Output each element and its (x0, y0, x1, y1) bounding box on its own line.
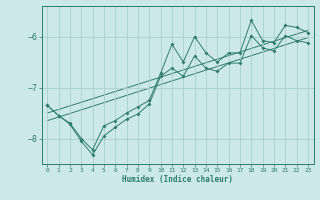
X-axis label: Humidex (Indice chaleur): Humidex (Indice chaleur) (122, 175, 233, 184)
